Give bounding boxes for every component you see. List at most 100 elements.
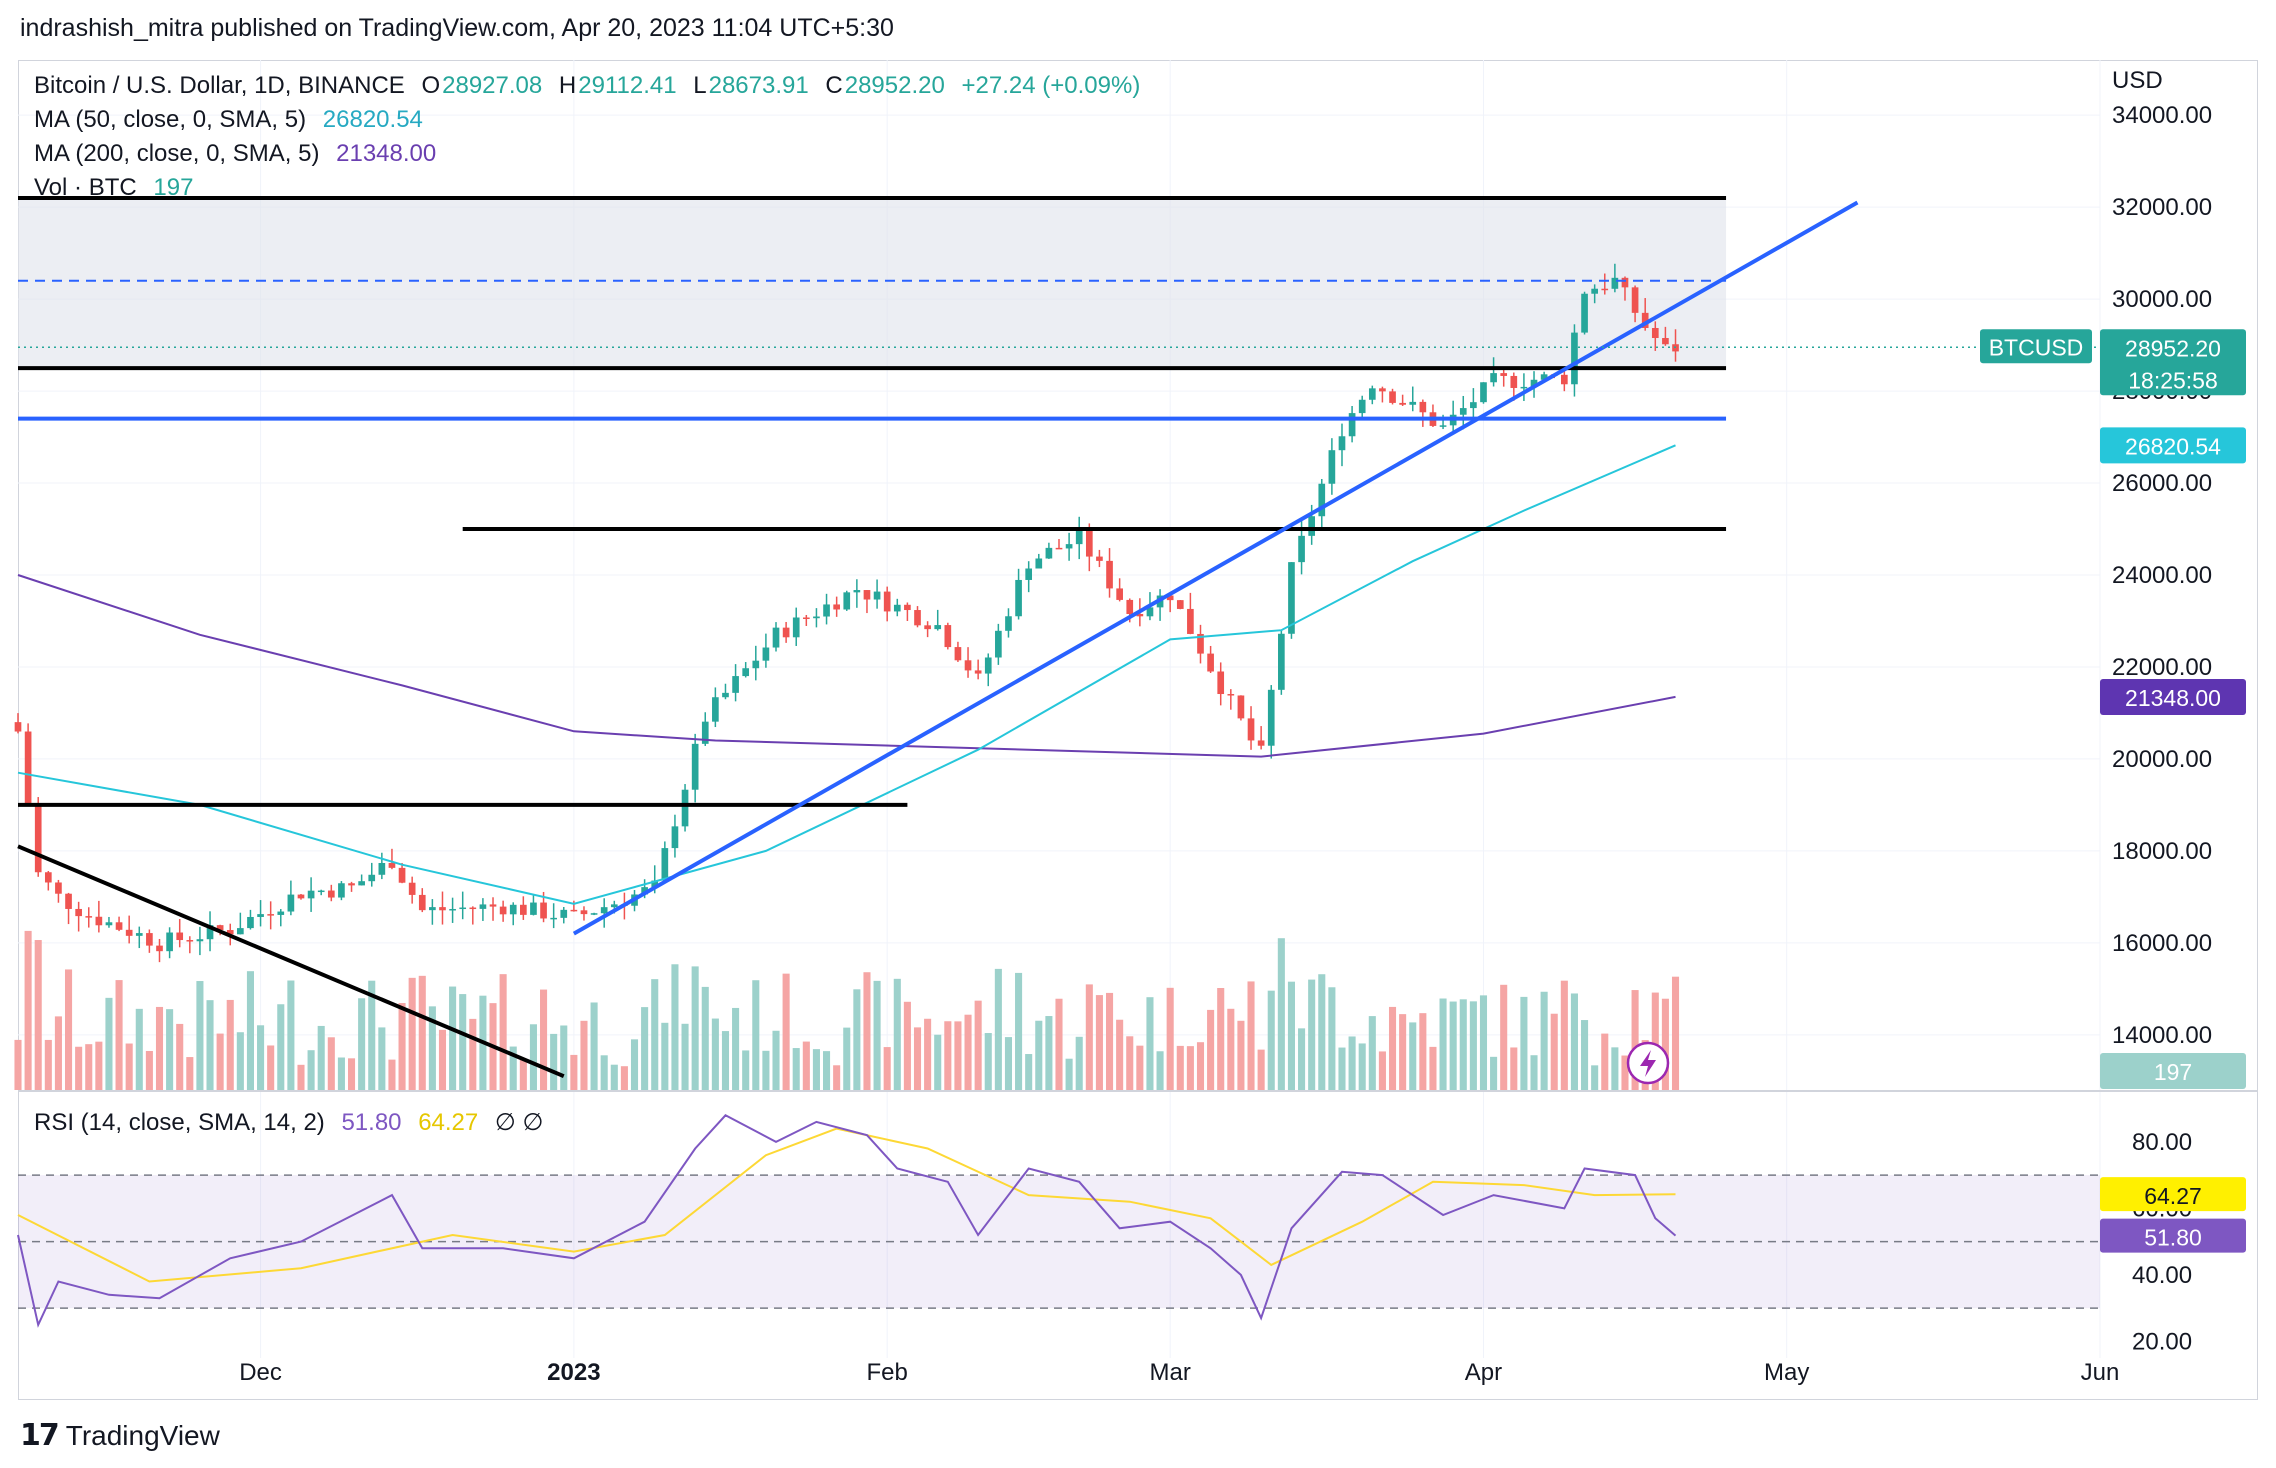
price-tick-label: 34000.00 <box>2112 102 2212 129</box>
candle <box>1116 588 1123 600</box>
volume-bar <box>519 1059 527 1090</box>
candle <box>1318 483 1326 517</box>
close-label: C <box>825 72 843 99</box>
volume-bar <box>883 1047 891 1090</box>
ma200-price-tag: 21348.00 <box>2100 678 2246 715</box>
candle <box>277 911 285 915</box>
volume-bar <box>1611 1047 1619 1090</box>
candle <box>1348 413 1356 437</box>
candle <box>1015 579 1022 617</box>
ma200-label: MA (200, close, 0, SMA, 5) <box>34 140 320 167</box>
volume-bar <box>772 1030 780 1090</box>
volume-bar <box>1409 1022 1417 1090</box>
candle <box>540 902 547 919</box>
candle <box>226 930 234 935</box>
volume-bar <box>105 997 113 1090</box>
rsi-tick-label: 20.00 <box>2132 1328 2192 1355</box>
svg-text:18:25:58: 18:25:58 <box>2128 367 2218 393</box>
volume-bar <box>620 1066 628 1090</box>
candle <box>823 604 830 617</box>
candle <box>398 867 406 883</box>
volume-bar <box>529 1024 537 1090</box>
volume-bar <box>600 1055 608 1090</box>
trendline <box>572 200 1859 936</box>
volume-bar <box>1045 1016 1053 1090</box>
volume-bar <box>1479 995 1488 1090</box>
rsi-label: RSI (14, close, SMA, 14, 2) <box>34 1109 325 1136</box>
volume-bar <box>863 972 871 1090</box>
candle <box>782 627 790 638</box>
svg-text:21348.00: 21348.00 <box>2125 685 2221 711</box>
candle <box>964 660 972 671</box>
candle <box>257 914 264 917</box>
candle <box>1581 293 1588 333</box>
svg-text:51.80: 51.80 <box>2144 1225 2202 1251</box>
footer-branding[interactable]: 𝟭𝟳 TradingView <box>20 1418 220 1453</box>
candle <box>429 907 436 911</box>
volume-bar <box>1631 990 1639 1090</box>
time-tick-label: Mar <box>1150 1359 1191 1386</box>
candle <box>1328 450 1336 484</box>
candle <box>1379 388 1386 392</box>
rsi-line <box>17 1114 1677 1328</box>
candle <box>247 916 254 929</box>
volume-bar <box>1368 1016 1376 1090</box>
volume-bar <box>186 1057 194 1090</box>
candle <box>1278 633 1285 690</box>
volume-bar <box>903 1001 911 1090</box>
ma50-legend[interactable]: MA (50, close, 0, SMA, 5) 26820.54 <box>34 106 425 134</box>
volume-bar <box>115 980 123 1090</box>
candle <box>742 668 750 677</box>
candle <box>1389 391 1396 403</box>
replay-bolt-icon[interactable] <box>1626 1041 1670 1085</box>
volume-bar <box>509 1046 517 1090</box>
volume-bar <box>1530 1055 1538 1090</box>
candle <box>135 933 143 936</box>
volume-bar <box>166 1009 174 1090</box>
volume-bar <box>14 1039 22 1090</box>
volume-bar <box>1156 1051 1164 1090</box>
ma50-line <box>17 444 1676 905</box>
candle <box>469 907 477 910</box>
volume-bar <box>54 1016 62 1090</box>
rsi-extra: ∅ ∅ <box>494 1109 544 1136</box>
volume-bar <box>1055 998 1063 1090</box>
volume-bar <box>954 1021 962 1090</box>
close-value: 28952.20 <box>844 72 945 99</box>
price-tick-label: 16000.00 <box>2112 930 2212 957</box>
open-value: 28927.08 <box>442 72 543 99</box>
volume-bar <box>1166 987 1174 1090</box>
volume-bar <box>1126 1036 1134 1090</box>
symbol-title[interactable]: Bitcoin / U.S. Dollar, 1D, BINANCE <box>34 72 405 99</box>
volume-bar <box>1419 1013 1427 1090</box>
volume-bar <box>459 994 467 1090</box>
candle <box>1187 608 1194 634</box>
volume-bar <box>368 980 376 1090</box>
ma200-legend[interactable]: MA (200, close, 0, SMA, 5) 21348.00 <box>34 140 438 168</box>
candle <box>307 890 315 899</box>
volume-bar <box>1601 1033 1609 1090</box>
rsi-legend[interactable]: RSI (14, close, SMA, 14, 2) 51.80 64.27 … <box>34 1108 545 1137</box>
volume-bar <box>1004 1037 1013 1090</box>
volume-bar <box>24 930 32 1090</box>
open-label: O <box>421 72 441 99</box>
candle <box>1611 277 1619 289</box>
volume-tag: 197 <box>2100 1053 2246 1089</box>
low-value: 28673.91 <box>708 72 809 99</box>
volume-bar <box>1247 981 1255 1090</box>
volume-bar <box>246 971 254 1090</box>
volume-bar <box>1348 1036 1356 1090</box>
time-tick-label: May <box>1764 1359 1809 1386</box>
candle <box>944 625 952 648</box>
candle <box>449 908 456 911</box>
volume-bar <box>540 989 548 1090</box>
candle <box>1197 633 1204 654</box>
candle <box>570 909 578 912</box>
candle <box>530 902 537 915</box>
volume-legend[interactable]: Vol · BTC 197 <box>34 174 195 202</box>
candle <box>34 803 42 873</box>
rsi-sma-value: 64.27 <box>418 1109 479 1136</box>
volume-bar <box>1035 1020 1043 1090</box>
volume-bar <box>1085 984 1093 1090</box>
